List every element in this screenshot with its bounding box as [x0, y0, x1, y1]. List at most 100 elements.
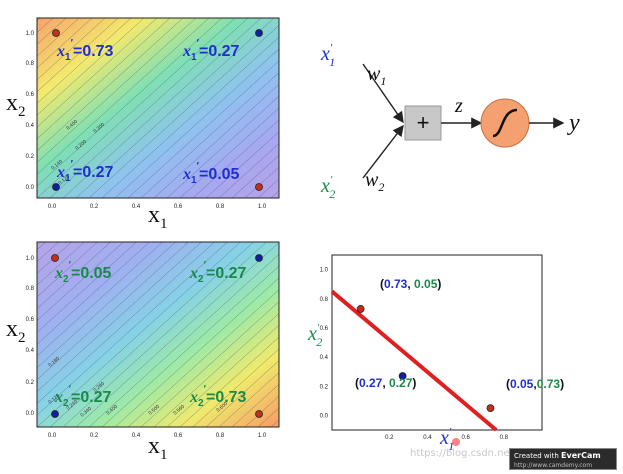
top-x-ticks: 0.0 0.2 0.4 0.6 0.8 1.0 — [48, 204, 267, 210]
z-label: z — [454, 95, 463, 117]
contour-line — [140, 72, 279, 198]
bottom-y-ticks: 0.0 0.2 0.4 0.6 0.8 1.0 — [26, 256, 35, 417]
contour-line — [205, 360, 279, 427]
data-point-red — [255, 410, 263, 418]
sum-node — [404, 105, 442, 141]
point-label: (0.73, 0.05) — [380, 277, 441, 291]
scatter-marks — [330, 289, 498, 432]
tick-label: 0.6 — [174, 204, 183, 210]
tick-label: 1.0 — [26, 256, 35, 262]
input-edge-1 — [362, 63, 404, 124]
contour-line — [231, 383, 279, 427]
top-contour-plot: 0.120 0.140 0.200 0.300 0.400 0.0 0.2 0.… — [0, 17, 300, 232]
watermark-url: https://blog.csdn.net/... — [410, 448, 527, 459]
contour-line — [166, 324, 279, 427]
contour-line — [37, 18, 223, 187]
contour-line — [0, 18, 1, 198]
neuron-diagram: + z y x′ 1 x′ 2 w1 w2 — [320, 42, 580, 201]
contour-line — [49, 242, 254, 427]
cursor-highlight — [452, 438, 460, 446]
scatter-point — [398, 372, 407, 380]
contour-line — [179, 107, 279, 198]
contour-line — [37, 242, 189, 381]
bottom-plot-area — [36, 241, 280, 428]
tick-label: 0.6 — [461, 435, 470, 441]
contour-line — [114, 277, 279, 427]
contour-line — [37, 18, 106, 81]
contour-line — [49, 18, 249, 198]
contour-line — [114, 48, 279, 198]
decision-boundary-line — [330, 289, 498, 432]
tick-label: 0.6 — [26, 317, 35, 323]
contour-line — [37, 242, 137, 333]
contour-line — [231, 154, 279, 198]
scatter-x-label: x′ 1 — [439, 426, 454, 453]
data-point-blue — [51, 410, 59, 418]
bottom-contour-lines — [37, 242, 300, 427]
x-axis-label: x1 — [148, 202, 168, 232]
tick-label: 0.6 — [174, 433, 183, 439]
scatter-plot-area — [331, 254, 543, 431]
sigmoid-icon — [492, 108, 518, 138]
contour-line — [37, 18, 132, 104]
tick-label: 0.0 — [48, 204, 57, 210]
tick-label: 0.0 — [320, 413, 329, 419]
contour-line — [37, 242, 202, 392]
scatter-y-label: x′ 2 — [307, 322, 322, 349]
contour-line — [37, 18, 197, 163]
annotation-top-left: x2′=0.05 — [54, 260, 112, 285]
contour-line — [37, 18, 210, 175]
data-point-blue — [255, 254, 263, 262]
annotation-bottom-right: x2′=0.73 — [189, 384, 247, 409]
tick-label: 0.2 — [90, 204, 99, 210]
contour-line — [205, 131, 279, 198]
activation-node — [480, 98, 530, 148]
contour-line — [127, 289, 279, 427]
tick-label: 0.0 — [26, 411, 35, 417]
tick-label: 1.0 — [258, 433, 267, 439]
tick-label: 0.8 — [26, 61, 35, 67]
contour-line — [37, 242, 241, 427]
contour-line — [37, 18, 80, 57]
transformed-scatter-plot: 0.0 0.2 0.4 0.6 0.8 1.0 0.2 0.4 0.6 0.8 (0.73, 0.… — [307, 254, 564, 453]
contour-line — [37, 18, 93, 69]
tick-label: 0.2 — [90, 433, 99, 439]
contour-line — [179, 336, 279, 427]
badge-brand: EverCam — [561, 451, 601, 460]
tick-label: 0.6 — [320, 326, 329, 332]
contour-line — [153, 84, 279, 198]
badge-text: Created with — [514, 452, 559, 460]
data-point-red — [255, 183, 263, 191]
annotation-bottom-left: x1′=0.27 — [56, 159, 114, 184]
data-point-red — [51, 254, 59, 262]
evercam-badge: Created with EverCam http://www.camdemy.… — [509, 448, 617, 470]
tick-label: 0.8 — [26, 286, 35, 292]
tick-label: 0.0 — [26, 185, 35, 191]
annotation-bottom-right: x1′=0.05 — [182, 161, 240, 186]
contour-line — [37, 242, 98, 298]
contour-line — [37, 18, 119, 92]
weight-label-2: w2 — [365, 169, 384, 194]
contour-line — [284, 242, 300, 427]
annotation-top-left: x1′=0.73 — [56, 38, 114, 63]
output-label: y — [567, 110, 580, 136]
contour-line — [37, 242, 176, 369]
contour-line — [62, 242, 267, 427]
tick-label: 0.8 — [500, 435, 509, 441]
tick-label: 0.2 — [320, 384, 329, 390]
contour-line — [297, 18, 300, 198]
tick-label: 0.8 — [320, 297, 329, 303]
contour-line — [37, 242, 215, 404]
point-label: (0.05,0.73) — [506, 377, 564, 391]
tick-label: 0.4 — [26, 123, 35, 129]
tick-label: 1.0 — [258, 204, 267, 210]
tick-label: 1.0 — [26, 31, 35, 37]
contour-line — [37, 242, 85, 286]
contour-line — [101, 36, 279, 198]
top-contour-lines — [0, 18, 300, 198]
contour-line — [37, 242, 228, 416]
bottom-x-ticks: 0.0 0.2 0.4 0.6 0.8 1.0 — [48, 433, 267, 439]
tick-label: 0.2 — [385, 435, 394, 441]
data-point-blue — [52, 183, 60, 191]
tick-label: 0.2 — [26, 380, 35, 386]
